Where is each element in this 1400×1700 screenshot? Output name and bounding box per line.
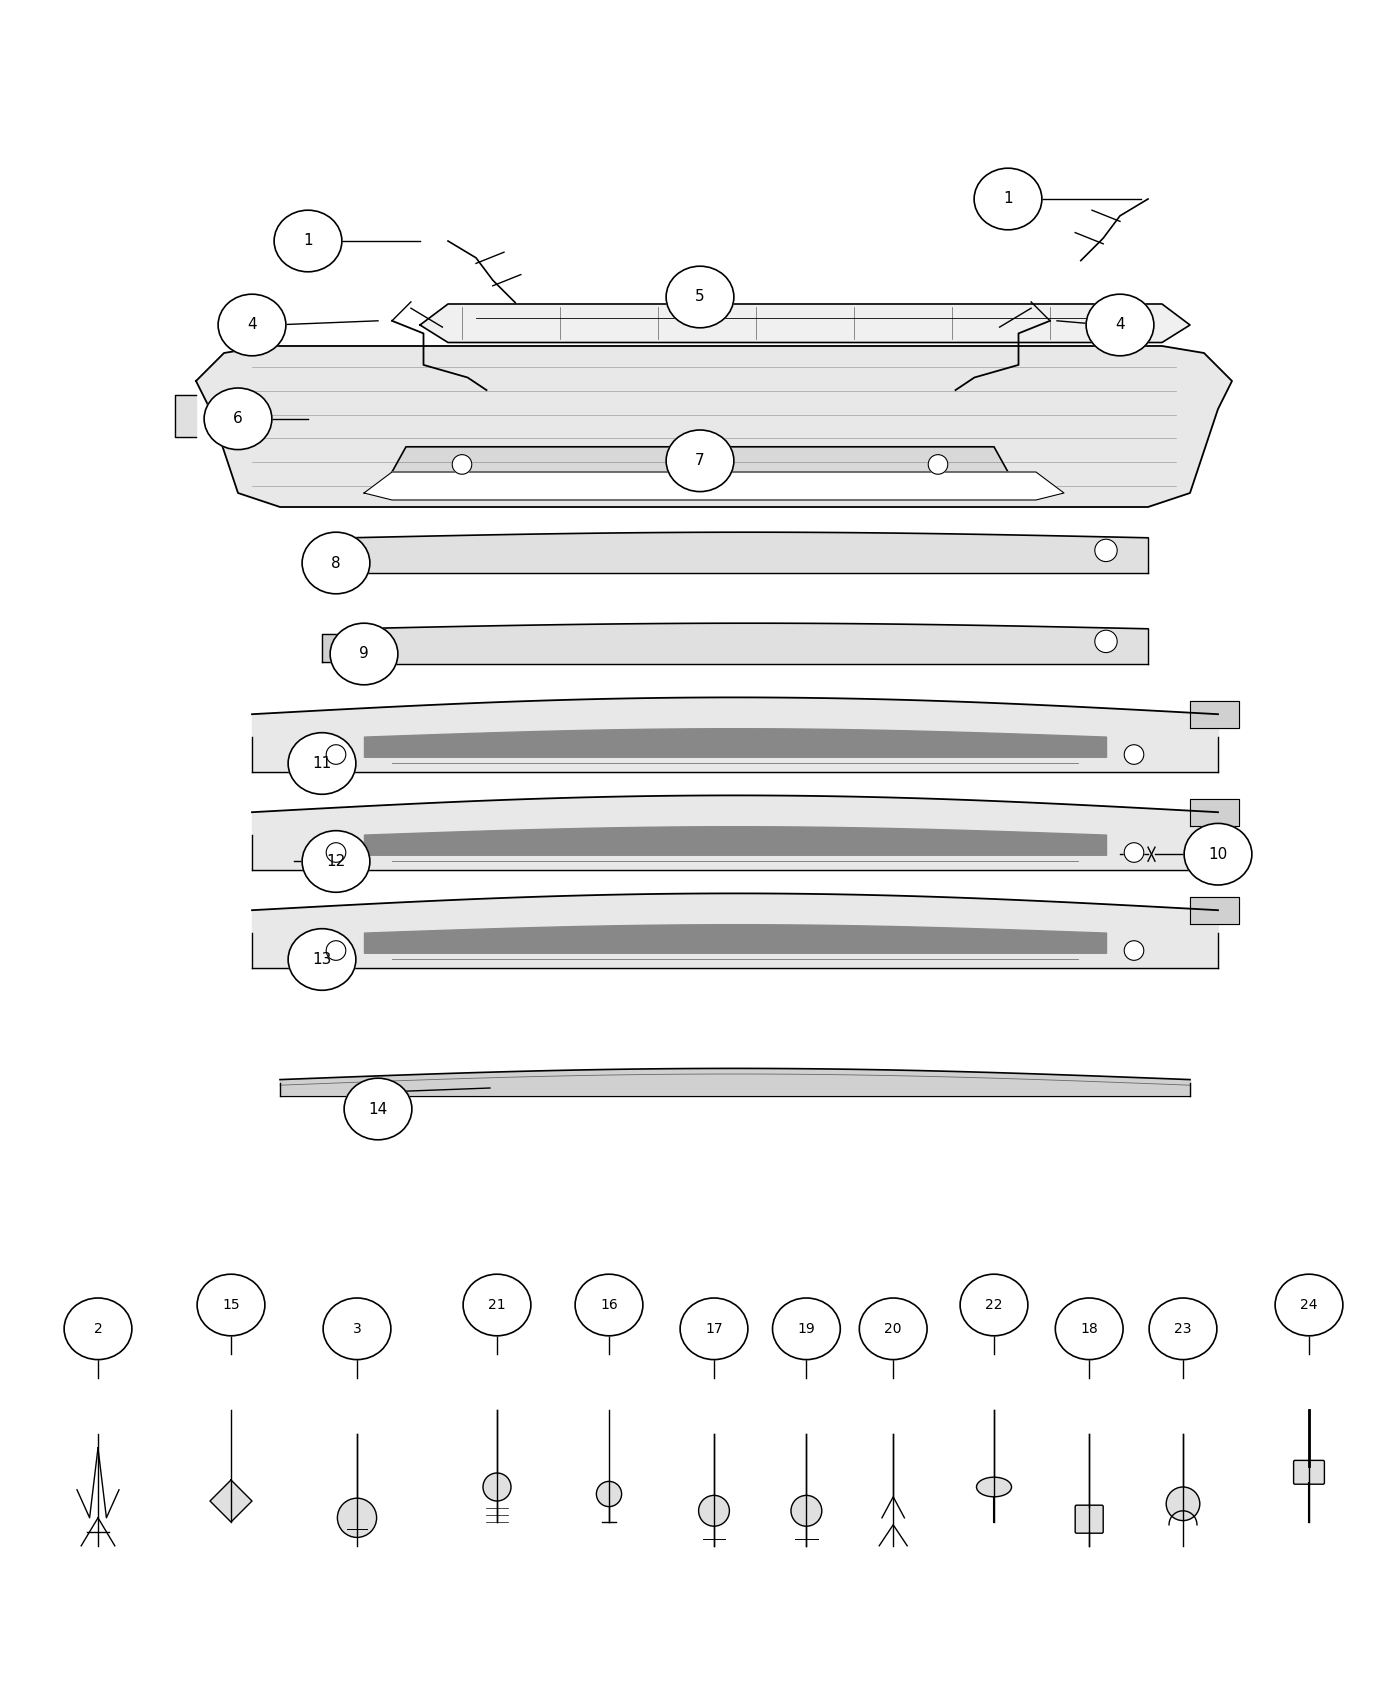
Text: 13: 13	[312, 952, 332, 967]
Ellipse shape	[288, 733, 356, 794]
Ellipse shape	[302, 831, 370, 892]
Text: 12: 12	[326, 853, 346, 869]
Ellipse shape	[575, 1275, 643, 1336]
Text: 4: 4	[248, 318, 256, 333]
Text: 23: 23	[1175, 1323, 1191, 1336]
Text: 3: 3	[353, 1323, 361, 1336]
Circle shape	[337, 1498, 377, 1537]
FancyBboxPatch shape	[1075, 1504, 1103, 1533]
Ellipse shape	[323, 1299, 391, 1360]
Text: 4: 4	[1116, 318, 1124, 333]
Text: 16: 16	[601, 1299, 617, 1312]
Ellipse shape	[204, 388, 272, 449]
Circle shape	[326, 745, 346, 765]
Text: 21: 21	[489, 1299, 505, 1312]
Ellipse shape	[1056, 1299, 1123, 1360]
Polygon shape	[210, 1481, 252, 1522]
Polygon shape	[1190, 799, 1239, 826]
Polygon shape	[196, 347, 1232, 507]
Circle shape	[1166, 1488, 1200, 1520]
Circle shape	[1124, 940, 1144, 960]
Text: 5: 5	[696, 289, 704, 304]
FancyBboxPatch shape	[1294, 1460, 1324, 1484]
Polygon shape	[322, 634, 350, 661]
Ellipse shape	[197, 1275, 265, 1336]
Ellipse shape	[344, 1078, 412, 1139]
Ellipse shape	[666, 430, 734, 491]
Text: 1: 1	[304, 233, 312, 248]
Polygon shape	[1190, 700, 1239, 728]
Text: 2: 2	[94, 1323, 102, 1336]
Ellipse shape	[860, 1299, 927, 1360]
Ellipse shape	[1184, 823, 1252, 886]
Circle shape	[1124, 843, 1144, 862]
Polygon shape	[322, 542, 350, 571]
Circle shape	[483, 1472, 511, 1501]
Circle shape	[326, 843, 346, 862]
Text: 20: 20	[885, 1323, 902, 1336]
Circle shape	[699, 1496, 729, 1527]
Circle shape	[1095, 539, 1117, 561]
Ellipse shape	[773, 1299, 840, 1360]
Circle shape	[452, 454, 472, 474]
Text: 14: 14	[368, 1102, 388, 1117]
Ellipse shape	[1149, 1299, 1217, 1360]
Circle shape	[596, 1481, 622, 1506]
Circle shape	[1095, 631, 1117, 653]
Ellipse shape	[666, 267, 734, 328]
Text: 17: 17	[706, 1323, 722, 1336]
Text: 7: 7	[696, 454, 704, 468]
Ellipse shape	[274, 211, 342, 272]
Text: 8: 8	[332, 556, 340, 571]
Ellipse shape	[960, 1275, 1028, 1336]
Polygon shape	[364, 473, 1064, 500]
Ellipse shape	[288, 928, 356, 991]
Ellipse shape	[330, 624, 398, 685]
Ellipse shape	[463, 1275, 531, 1336]
Text: 6: 6	[234, 411, 242, 427]
Polygon shape	[420, 304, 1190, 342]
Circle shape	[928, 454, 948, 474]
Polygon shape	[175, 394, 196, 437]
Ellipse shape	[1275, 1275, 1343, 1336]
Ellipse shape	[680, 1299, 748, 1360]
Polygon shape	[392, 447, 1008, 484]
Ellipse shape	[977, 1477, 1011, 1496]
Ellipse shape	[974, 168, 1042, 230]
Circle shape	[791, 1496, 822, 1527]
Ellipse shape	[302, 532, 370, 593]
Text: 22: 22	[986, 1299, 1002, 1312]
Polygon shape	[1190, 898, 1239, 923]
Ellipse shape	[1086, 294, 1154, 355]
Text: 9: 9	[360, 646, 368, 661]
Text: 11: 11	[312, 756, 332, 772]
Ellipse shape	[218, 294, 286, 355]
Text: 10: 10	[1208, 847, 1228, 862]
Circle shape	[326, 940, 346, 960]
Text: 15: 15	[223, 1299, 239, 1312]
Text: 19: 19	[798, 1323, 815, 1336]
Text: 1: 1	[1004, 192, 1012, 206]
Text: 24: 24	[1301, 1299, 1317, 1312]
Circle shape	[1124, 745, 1144, 765]
Text: 18: 18	[1081, 1323, 1098, 1336]
Ellipse shape	[64, 1299, 132, 1360]
